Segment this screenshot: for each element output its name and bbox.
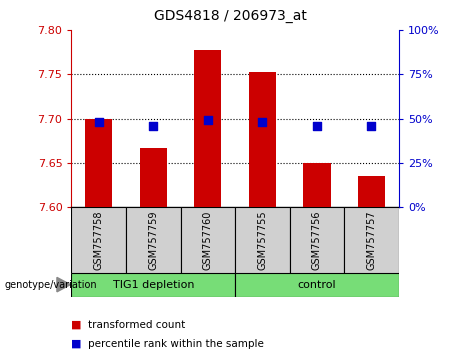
Bar	[249, 72, 276, 207]
Bar	[358, 176, 385, 207]
Point	[368, 123, 375, 129]
Polygon shape	[57, 278, 71, 292]
Text: GSM757760: GSM757760	[203, 210, 213, 269]
Text: genotype/variation: genotype/variation	[5, 280, 97, 290]
Bar	[303, 163, 331, 207]
Bar	[126, 207, 181, 273]
Text: GSM757755: GSM757755	[257, 210, 267, 270]
Point	[95, 119, 102, 125]
Bar	[181, 207, 235, 273]
Text: GSM757757: GSM757757	[366, 210, 377, 270]
Point	[259, 119, 266, 125]
Bar	[235, 207, 290, 273]
Text: GSM757759: GSM757759	[148, 210, 158, 270]
Text: GDS4818 / 206973_at: GDS4818 / 206973_at	[154, 9, 307, 23]
Bar	[194, 50, 221, 207]
Text: transformed count: transformed count	[88, 320, 185, 330]
Text: GSM757758: GSM757758	[94, 210, 104, 270]
Bar	[85, 119, 112, 207]
Bar	[290, 207, 344, 273]
Bar	[71, 273, 235, 297]
Text: TIG1 depletion: TIG1 depletion	[112, 280, 194, 290]
Point	[204, 118, 212, 123]
Bar	[140, 148, 167, 207]
Text: ■: ■	[71, 320, 82, 330]
Point	[313, 123, 321, 129]
Text: percentile rank within the sample: percentile rank within the sample	[88, 339, 264, 349]
Point	[149, 123, 157, 129]
Bar	[71, 207, 126, 273]
Text: GSM757756: GSM757756	[312, 210, 322, 270]
Text: ■: ■	[71, 339, 82, 349]
Bar	[344, 207, 399, 273]
Bar	[235, 273, 399, 297]
Text: control: control	[298, 280, 336, 290]
